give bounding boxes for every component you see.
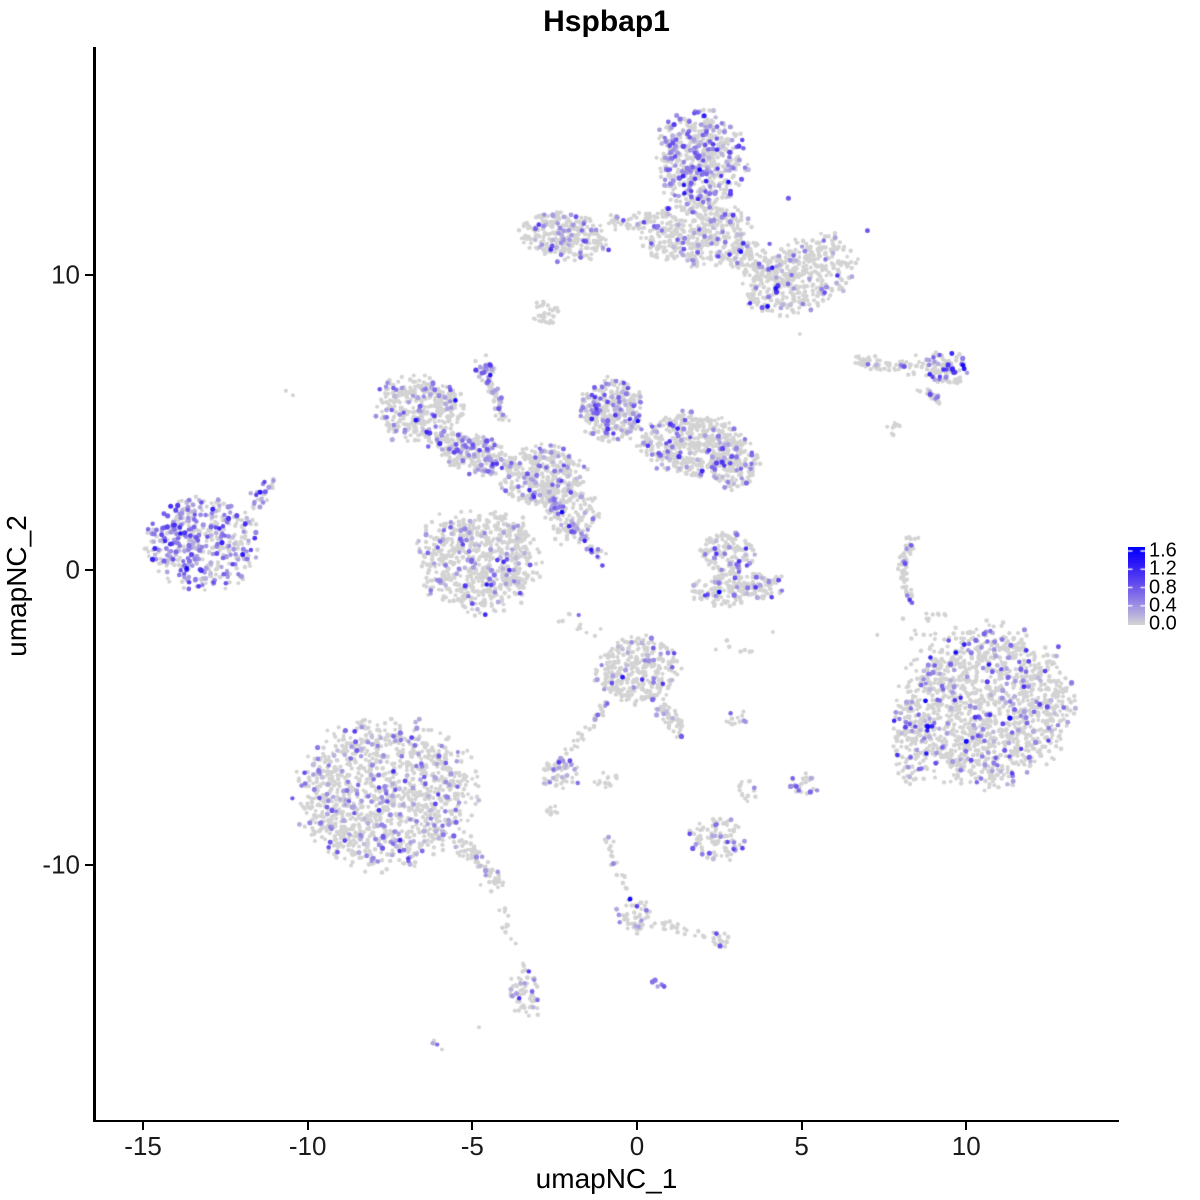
y-tick-mark [85, 568, 93, 571]
legend-tick-label: 0.4 [1149, 594, 1177, 617]
x-tick-label: 5 [794, 1131, 809, 1161]
x-tick-label: 10 [951, 1131, 981, 1161]
legend-colorbar [1128, 547, 1145, 625]
y-axis-label: umapNC_2 [1, 515, 32, 657]
legend-tick-label: 0.8 [1149, 576, 1177, 599]
x-tick-label: 0 [629, 1131, 645, 1161]
y-axis-line [93, 47, 96, 1122]
x-tick-label: -5 [460, 1131, 484, 1161]
x-tick-mark [471, 1122, 474, 1130]
x-tick-mark [635, 1122, 638, 1130]
y-tick-label: -10 [42, 849, 80, 880]
x-tick-mark [965, 1122, 968, 1130]
plot-title: Hspbap1 [543, 5, 670, 38]
x-tick-label: -10 [288, 1131, 327, 1161]
x-tick-mark [142, 1122, 145, 1130]
legend-tick-label: 1.6 [1149, 539, 1177, 562]
y-tick-mark [85, 864, 93, 867]
x-tick-label: -15 [124, 1131, 162, 1161]
legend-tick-label: 1.2 [1149, 557, 1177, 580]
y-tick-label: 0 [65, 554, 80, 585]
x-axis-line [93, 1119, 1119, 1122]
y-tick-label: 10 [51, 259, 80, 290]
x-tick-mark [800, 1122, 803, 1130]
x-tick-mark [306, 1122, 309, 1130]
x-axis-label: umapNC_1 [535, 1163, 678, 1194]
y-tick-mark [85, 273, 93, 276]
legend-tick-label: 0.0 [1149, 612, 1177, 635]
